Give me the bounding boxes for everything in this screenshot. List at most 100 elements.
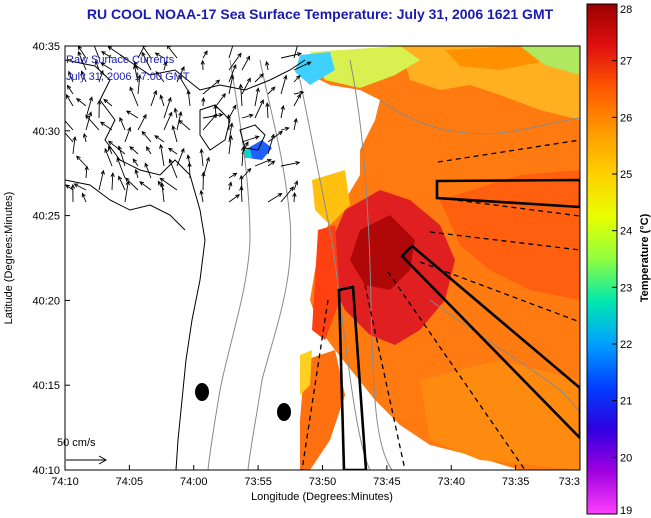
current-vector-arrow: [108, 145, 113, 155]
current-vector-arrow: [124, 126, 132, 143]
current-vector-arrow: [66, 84, 74, 95]
current-vector-arrow: [265, 102, 270, 119]
current-vector-arrow: [280, 104, 285, 119]
current-vector-arrow: [65, 120, 74, 131]
current-vector-arrow: [267, 160, 276, 167]
current-vector-arrow: [241, 167, 252, 179]
x-tick-label: 73:45: [373, 476, 401, 488]
current-vector-arrow: [176, 147, 185, 167]
current-vector-arrow: [104, 147, 113, 167]
current-vector-arrow: [99, 121, 113, 131]
current-vector-arrow: [55, 185, 60, 202]
colorbar-tick-label: 20: [620, 452, 632, 464]
current-vector-arrow: [293, 74, 301, 83]
x-tick-label: 73:40: [437, 476, 465, 488]
x-tick-label: 73:50: [309, 476, 337, 488]
current-vector-arrow: [82, 132, 88, 143]
x-tick-label: 73:55: [244, 476, 272, 488]
current-vector-arrow: [199, 189, 204, 203]
current-vector-arrow: [173, 107, 178, 119]
colorbar-tick-label: 23: [620, 282, 632, 294]
current-vector-arrow: [178, 119, 191, 131]
current-vector-arrow: [280, 126, 290, 131]
current-vector-arrow: [103, 98, 113, 107]
current-vector-arrow: [293, 93, 301, 107]
scale-label: 50 cm/s: [57, 437, 96, 449]
current-vector-arrow: [60, 169, 64, 178]
current-vector-arrow: [241, 145, 246, 167]
current-vector-arrow: [228, 104, 237, 119]
current-vector-arrow: [280, 160, 301, 167]
current-vector-arrow: [57, 73, 60, 82]
current-vector-arrow: [142, 46, 152, 59]
current-vector-arrow: [228, 52, 242, 71]
current-vector-arrow: [267, 86, 276, 95]
sst-field: [244, 46, 580, 470]
current-vector-arrow: [154, 135, 165, 143]
station-marker-2: [277, 403, 291, 421]
current-vector-arrow: [107, 46, 126, 59]
colorbar-tick-label: 27: [620, 56, 632, 68]
current-vector-arrow: [293, 61, 312, 71]
current-vector-arrow: [238, 83, 243, 107]
current-vector-arrow: [150, 89, 158, 107]
x-tick-label: 73:35: [502, 476, 530, 488]
current-vector-arrow: [68, 70, 74, 83]
current-vector-arrow: [75, 97, 87, 107]
chart-title: RU COOL NOAA-17 Sea Surface Temperature:…: [86, 6, 554, 22]
current-vector-arrow: [186, 89, 191, 107]
current-vector-arrow: [98, 69, 104, 83]
colorbar-label: Temperature (°C): [639, 213, 651, 302]
current-vector-arrow: [167, 147, 178, 155]
station-marker-1: [195, 383, 209, 401]
colorbar-tick-label: 25: [620, 169, 632, 181]
colorbar-tick-label: 19: [620, 505, 632, 517]
current-vector-arrow: [254, 73, 264, 83]
current-vector-arrow: [80, 70, 87, 83]
current-vector-arrow: [228, 134, 233, 155]
current-vector-arrow: [137, 46, 147, 59]
current-vector-arrow: [199, 148, 204, 167]
annotation-line-2: July 31, 2006 17:00 GMT: [66, 71, 190, 83]
current-vector-arrow: [241, 77, 251, 95]
current-vector-arrow: [75, 155, 87, 167]
current-vector-arrow: [77, 50, 87, 71]
current-vector-arrow: [267, 130, 284, 143]
y-tick-label: 40:15: [32, 380, 60, 392]
colorbar-ticks: 28 27 26 25 24 23 22 21 20 19: [612, 3, 632, 517]
radar-sector-dashed-lines: [301, 139, 580, 470]
current-vector-arrow: [65, 94, 74, 107]
current-vector-arrow: [101, 51, 113, 59]
current-vector-arrow: [226, 114, 231, 131]
current-vector-arrow: [132, 158, 139, 167]
x-axis-ticks: 74:10 74:05 74:00 73:55 73:50 73:45 73:40 73:35…: [51, 465, 581, 488]
current-vector-arrow: [124, 180, 130, 203]
current-vector-arrow: [65, 184, 74, 191]
y-tick-label: 40:35: [32, 41, 60, 53]
current-vector-arrow: [129, 145, 139, 155]
colorbar-tick-label: 26: [620, 112, 632, 124]
current-vector-arrow: [141, 51, 152, 71]
x-tick-label: 74:10: [51, 476, 79, 488]
current-vector-arrow: [124, 177, 139, 191]
current-vector-arrow: [159, 143, 165, 167]
current-vector-arrow: [280, 52, 303, 59]
current-vector-arrow: [60, 180, 65, 190]
current-vector-arrow: [293, 180, 299, 191]
y-tick-label: 40:30: [32, 126, 60, 138]
current-vector-arrow: [144, 162, 152, 179]
current-vector-arrow: [241, 113, 254, 119]
annotation-line-1: Raw Surface Currents: [66, 54, 175, 66]
colorbar-strip: [586, 3, 618, 515]
x-tick-label: 74:00: [180, 476, 208, 488]
current-vector-arrow: [171, 125, 178, 143]
current-vector-arrow: [202, 50, 208, 59]
current-vector-arrow: [201, 96, 206, 107]
scale-arrow: [66, 455, 108, 465]
current-vector-arrow: [119, 116, 126, 131]
current-vector-arrow: [137, 74, 142, 95]
current-vector-arrow: [159, 94, 165, 107]
current-vector-arrow: [228, 74, 235, 95]
current-vector-arrow: [134, 168, 139, 179]
current-vector-arrow: [129, 86, 139, 107]
